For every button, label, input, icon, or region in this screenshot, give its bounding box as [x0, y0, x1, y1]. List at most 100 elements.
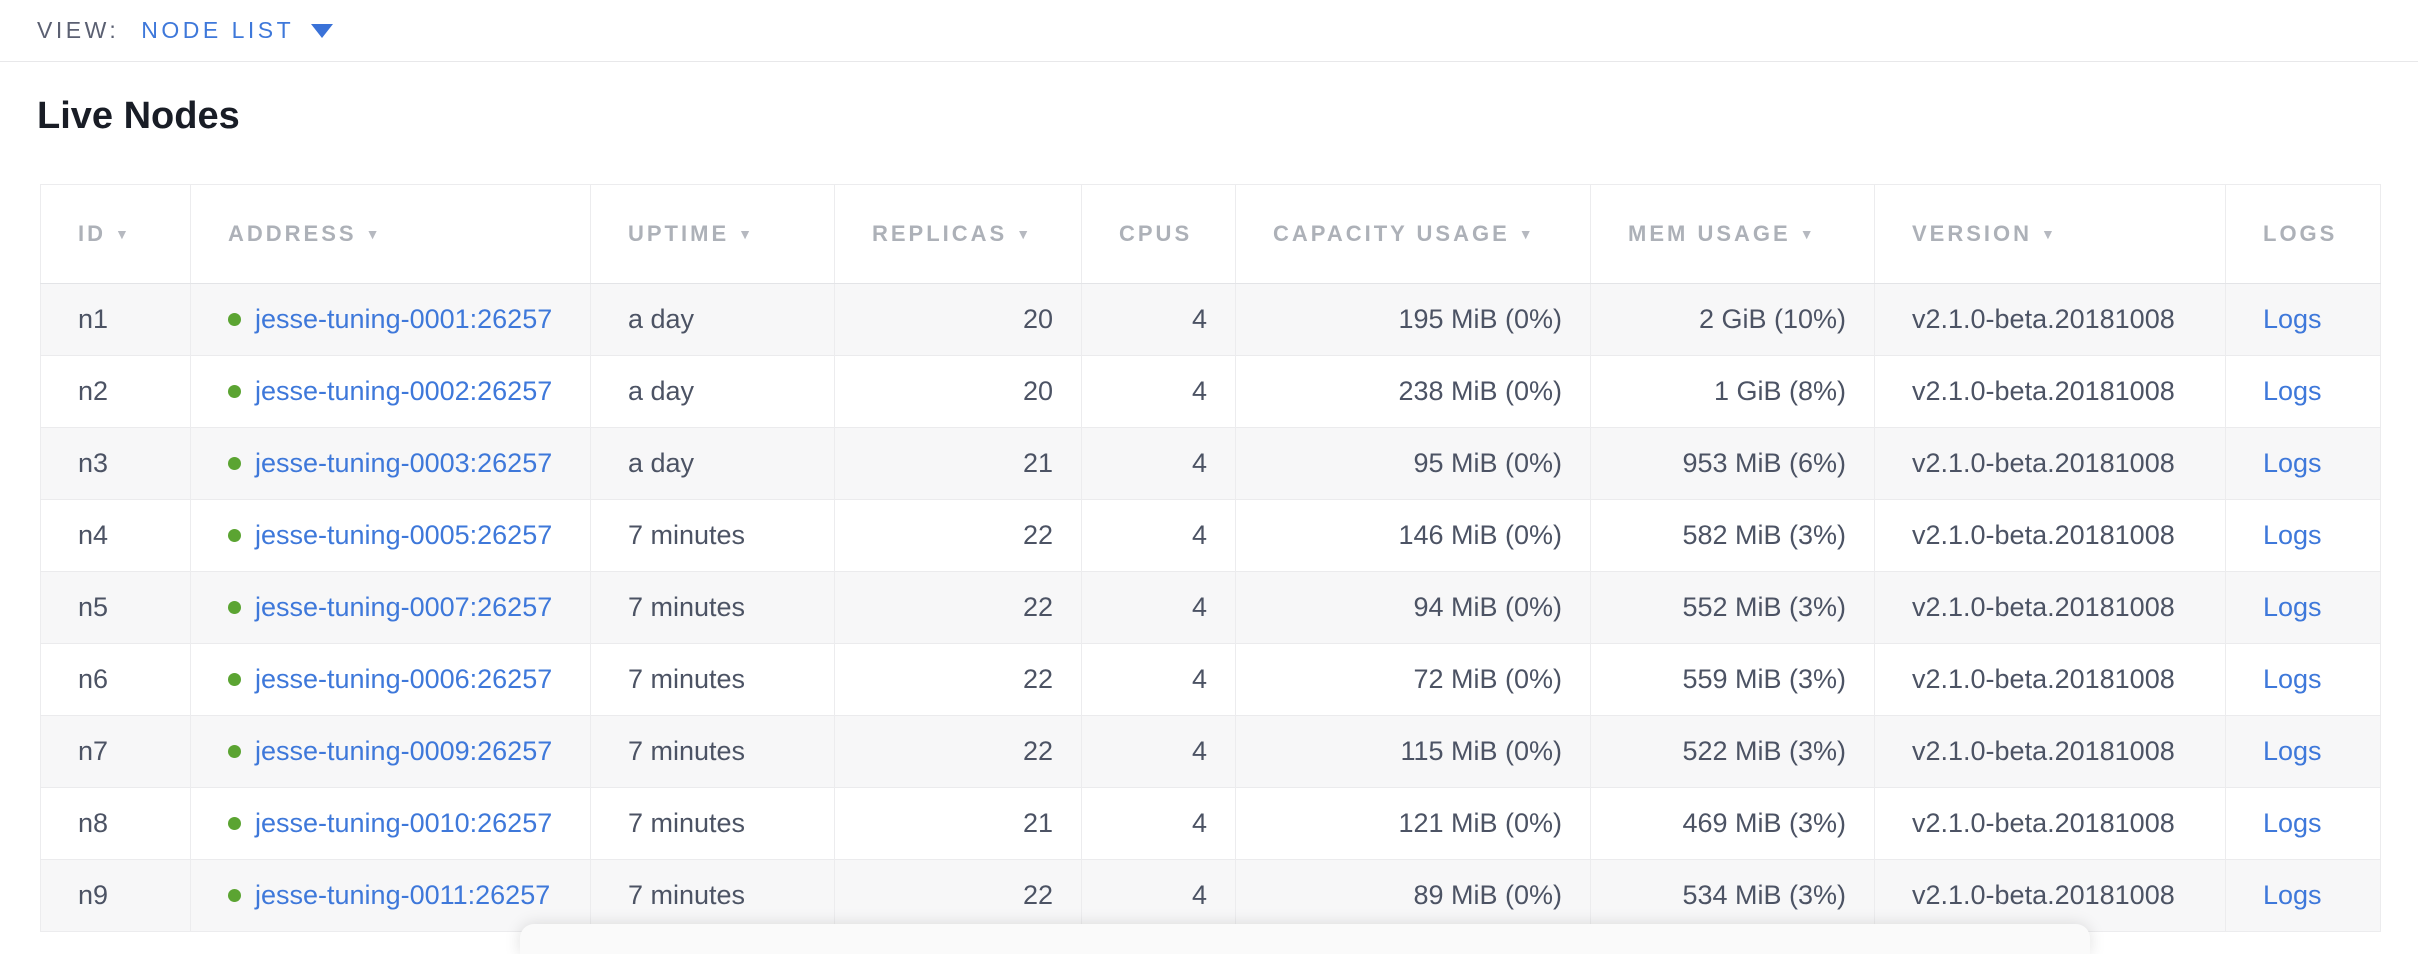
node-id-cell: n1 [40, 283, 191, 356]
node-uptime-cell: 7 minutes [590, 787, 835, 860]
node-mem-usage-cell: 1 GiB (8%) [1590, 355, 1875, 428]
node-capacity-usage-cell: 89 MiB (0%) [1235, 859, 1591, 932]
node-mem-usage-cell: 953 MiB (6%) [1590, 427, 1875, 500]
node-logs-cell: Logs [2225, 643, 2381, 716]
node-logs-link[interactable]: Logs [2263, 520, 2322, 550]
node-replicas-cell: 21 [834, 787, 1082, 860]
chevron-down-icon [311, 23, 334, 38]
node-replicas-cell: 20 [834, 355, 1082, 428]
sort-desc-icon: ▼ [1518, 226, 1536, 242]
node-uptime-cell: 7 minutes [590, 643, 835, 716]
node-row: n6 jesse-tuning-0006:26257 7 minutes 22 4 72 … [40, 643, 2381, 716]
node-id-cell: n3 [40, 427, 191, 500]
view-dropdown-value[interactable]: NODE LIST [141, 17, 295, 43]
node-logs-cell: Logs [2225, 571, 2381, 644]
node-cpus-cell: 4 [1081, 499, 1236, 572]
node-version-cell: v2.1.0-beta.20181008 [1874, 427, 2226, 500]
node-row: n9 jesse-tuning-0011:26257 7 minutes 22 4 89 … [40, 859, 2381, 932]
node-mem-usage-cell: 552 MiB (3%) [1590, 571, 1875, 644]
node-replicas-cell: 22 [834, 571, 1082, 644]
node-mem-usage-cell: 522 MiB (3%) [1590, 715, 1875, 788]
column-header-uptime[interactable]: UPTIME ▼ [590, 184, 835, 284]
node-cpus-cell: 4 [1081, 355, 1236, 428]
node-capacity-usage-cell: 94 MiB (0%) [1235, 571, 1591, 644]
sort-desc-icon: ▼ [115, 226, 132, 242]
next-section-card-edge [520, 924, 2090, 954]
column-header-replicas[interactable]: REPLICAS ▼ [834, 184, 1082, 284]
node-capacity-usage-cell: 115 MiB (0%) [1235, 715, 1591, 788]
node-uptime-cell: 7 minutes [590, 859, 835, 932]
node-mem-usage-cell: 559 MiB (3%) [1590, 643, 1875, 716]
view-label: VIEW: [37, 17, 120, 43]
node-live-status-icon [228, 817, 241, 830]
node-address-link[interactable]: jesse-tuning-0001:26257 [255, 304, 553, 334]
column-header-address[interactable]: ADDRESS ▼ [190, 184, 591, 284]
node-logs-cell: Logs [2225, 283, 2381, 356]
node-logs-link[interactable]: Logs [2263, 448, 2322, 478]
node-address-link[interactable]: jesse-tuning-0006:26257 [255, 664, 553, 694]
node-address-link[interactable]: jesse-tuning-0003:26257 [255, 448, 553, 478]
node-logs-cell: Logs [2225, 787, 2381, 860]
node-address-cell: jesse-tuning-0010:26257 [190, 787, 591, 860]
node-logs-link[interactable]: Logs [2263, 304, 2322, 334]
column-header-version[interactable]: VERSION ▼ [1874, 184, 2226, 284]
node-id-cell: n2 [40, 355, 191, 428]
node-address-link[interactable]: jesse-tuning-0005:26257 [255, 520, 553, 550]
node-id-cell: n8 [40, 787, 191, 860]
node-logs-cell: Logs [2225, 859, 2381, 932]
node-id-cell: n6 [40, 643, 191, 716]
node-address-link[interactable]: jesse-tuning-0002:26257 [255, 376, 553, 406]
node-logs-cell: Logs [2225, 355, 2381, 428]
node-row: n1 jesse-tuning-0001:26257 a day 20 4 195 MiB… [40, 283, 2381, 356]
node-id-cell: n4 [40, 499, 191, 572]
node-version-cell: v2.1.0-beta.20181008 [1874, 859, 2226, 932]
node-uptime-cell: 7 minutes [590, 499, 835, 572]
column-header-id[interactable]: ID ▼ [40, 184, 191, 284]
node-replicas-cell: 22 [834, 859, 1082, 932]
live-nodes-table-container: ID ▼ ADDRESS ▼ UPTIME ▼ REPLICAS ▼ CPUS CAPA… [40, 184, 2381, 932]
column-header-cpus: CPUS [1081, 184, 1236, 284]
node-address-link[interactable]: jesse-tuning-0009:26257 [255, 736, 553, 766]
node-mem-usage-cell: 2 GiB (10%) [1590, 283, 1875, 356]
table-header-row: ID ▼ ADDRESS ▼ UPTIME ▼ REPLICAS ▼ CPUS CAPA… [40, 184, 2381, 284]
column-header-capacity-usage[interactable]: CAPACITY USAGE ▼ [1235, 184, 1591, 284]
node-cpus-cell: 4 [1081, 283, 1236, 356]
node-logs-link[interactable]: Logs [2263, 664, 2322, 694]
node-address-link[interactable]: jesse-tuning-0007:26257 [255, 592, 553, 622]
node-logs-link[interactable]: Logs [2263, 592, 2322, 622]
node-uptime-cell: 7 minutes [590, 571, 835, 644]
node-uptime-cell: a day [590, 283, 835, 356]
node-live-status-icon [228, 529, 241, 542]
node-logs-link[interactable]: Logs [2263, 736, 2322, 766]
node-capacity-usage-cell: 95 MiB (0%) [1235, 427, 1591, 500]
node-logs-link[interactable]: Logs [2263, 880, 2322, 910]
node-uptime-cell: 7 minutes [590, 715, 835, 788]
page-title: Live Nodes [37, 95, 240, 137]
node-id-cell: n9 [40, 859, 191, 932]
node-row: n3 jesse-tuning-0003:26257 a day 21 4 95 MiB … [40, 427, 2381, 500]
node-version-cell: v2.1.0-beta.20181008 [1874, 715, 2226, 788]
node-capacity-usage-cell: 195 MiB (0%) [1235, 283, 1591, 356]
node-mem-usage-cell: 582 MiB (3%) [1590, 499, 1875, 572]
view-dropdown[interactable]: NODE LIST [141, 17, 334, 44]
node-logs-link[interactable]: Logs [2263, 376, 2322, 406]
node-capacity-usage-cell: 121 MiB (0%) [1235, 787, 1591, 860]
node-version-cell: v2.1.0-beta.20181008 [1874, 283, 2226, 356]
node-replicas-cell: 20 [834, 283, 1082, 356]
view-bar: VIEW: NODE LIST [0, 0, 2418, 62]
sort-desc-icon: ▼ [365, 226, 383, 242]
column-header-logs: LOGS [2225, 184, 2381, 284]
node-live-status-icon [228, 457, 241, 470]
node-logs-link[interactable]: Logs [2263, 808, 2322, 838]
node-cpus-cell: 4 [1081, 859, 1236, 932]
node-replicas-cell: 21 [834, 427, 1082, 500]
node-address-link[interactable]: jesse-tuning-0011:26257 [255, 880, 551, 910]
node-version-cell: v2.1.0-beta.20181008 [1874, 355, 2226, 428]
column-header-mem-usage[interactable]: MEM USAGE ▼ [1590, 184, 1875, 284]
node-uptime-cell: a day [590, 355, 835, 428]
node-capacity-usage-cell: 146 MiB (0%) [1235, 499, 1591, 572]
node-version-cell: v2.1.0-beta.20181008 [1874, 787, 2226, 860]
node-capacity-usage-cell: 72 MiB (0%) [1235, 643, 1591, 716]
node-address-link[interactable]: jesse-tuning-0010:26257 [255, 808, 553, 838]
node-version-cell: v2.1.0-beta.20181008 [1874, 571, 2226, 644]
